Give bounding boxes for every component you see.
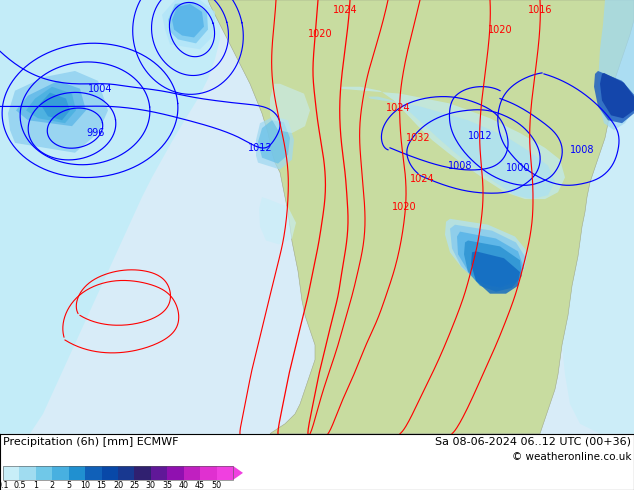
Bar [200, 466, 217, 480]
Bar [36, 466, 52, 480]
Text: 1020: 1020 [307, 29, 332, 40]
Text: 1020: 1020 [392, 202, 417, 212]
Polygon shape [162, 0, 215, 49]
Polygon shape [233, 466, 243, 480]
Text: 0.5: 0.5 [13, 481, 26, 490]
Bar [217, 466, 233, 480]
Text: 35: 35 [162, 481, 172, 490]
Text: 1004: 1004 [87, 84, 112, 94]
Text: 15: 15 [96, 481, 107, 490]
Text: 1012: 1012 [248, 143, 273, 153]
Text: 1008: 1008 [448, 161, 472, 171]
Bar [85, 466, 101, 480]
Text: 0.1: 0.1 [0, 481, 10, 490]
Bar [151, 466, 167, 480]
Text: 50: 50 [212, 481, 222, 490]
Bar [118, 466, 134, 480]
Text: Sa 08-06-2024 06..12 UTC (00+36): Sa 08-06-2024 06..12 UTC (00+36) [435, 437, 631, 447]
Text: 1024: 1024 [410, 174, 434, 184]
Bar [3, 466, 233, 480]
Text: 40: 40 [179, 481, 189, 490]
Polygon shape [340, 87, 565, 199]
Bar [52, 466, 68, 480]
Polygon shape [445, 219, 528, 286]
Polygon shape [258, 120, 290, 164]
Text: 1008: 1008 [570, 145, 594, 155]
Polygon shape [457, 232, 524, 288]
Text: Precipitation (6h) [mm] ECMWF: Precipitation (6h) [mm] ECMWF [3, 437, 179, 447]
Polygon shape [368, 97, 555, 199]
Polygon shape [0, 0, 220, 434]
Text: 996: 996 [87, 128, 105, 138]
Bar [20, 466, 36, 480]
Polygon shape [40, 93, 70, 120]
Polygon shape [256, 116, 294, 170]
Polygon shape [557, 0, 634, 434]
Text: 2: 2 [49, 481, 55, 490]
Polygon shape [208, 0, 634, 434]
Text: 25: 25 [129, 481, 139, 490]
Polygon shape [8, 71, 108, 153]
Text: 1024: 1024 [385, 103, 410, 113]
Text: 1032: 1032 [406, 133, 430, 143]
Text: 1012: 1012 [468, 131, 493, 141]
Polygon shape [598, 0, 634, 130]
Bar [134, 466, 151, 480]
Polygon shape [464, 241, 522, 292]
Text: 30: 30 [146, 481, 156, 490]
Bar [167, 466, 184, 480]
Polygon shape [16, 81, 86, 126]
Text: © weatheronline.co.uk: © weatheronline.co.uk [512, 452, 631, 462]
Polygon shape [259, 197, 296, 245]
Text: 1020: 1020 [488, 24, 512, 35]
Polygon shape [270, 84, 310, 133]
Polygon shape [450, 225, 526, 287]
Bar [184, 466, 200, 480]
Polygon shape [26, 87, 76, 123]
Text: 1: 1 [34, 481, 39, 490]
Text: 10: 10 [80, 481, 90, 490]
Text: 5: 5 [66, 481, 71, 490]
Bar [3, 466, 20, 480]
Polygon shape [600, 73, 634, 118]
Text: 45: 45 [195, 481, 205, 490]
Polygon shape [172, 4, 204, 37]
Text: 1016: 1016 [527, 5, 552, 15]
Polygon shape [471, 251, 520, 294]
Text: 1000: 1000 [506, 163, 530, 172]
Bar [101, 466, 118, 480]
Polygon shape [594, 71, 634, 123]
Polygon shape [168, 2, 208, 44]
Bar [68, 466, 85, 480]
Text: 20: 20 [113, 481, 123, 490]
Text: 1024: 1024 [333, 5, 358, 15]
